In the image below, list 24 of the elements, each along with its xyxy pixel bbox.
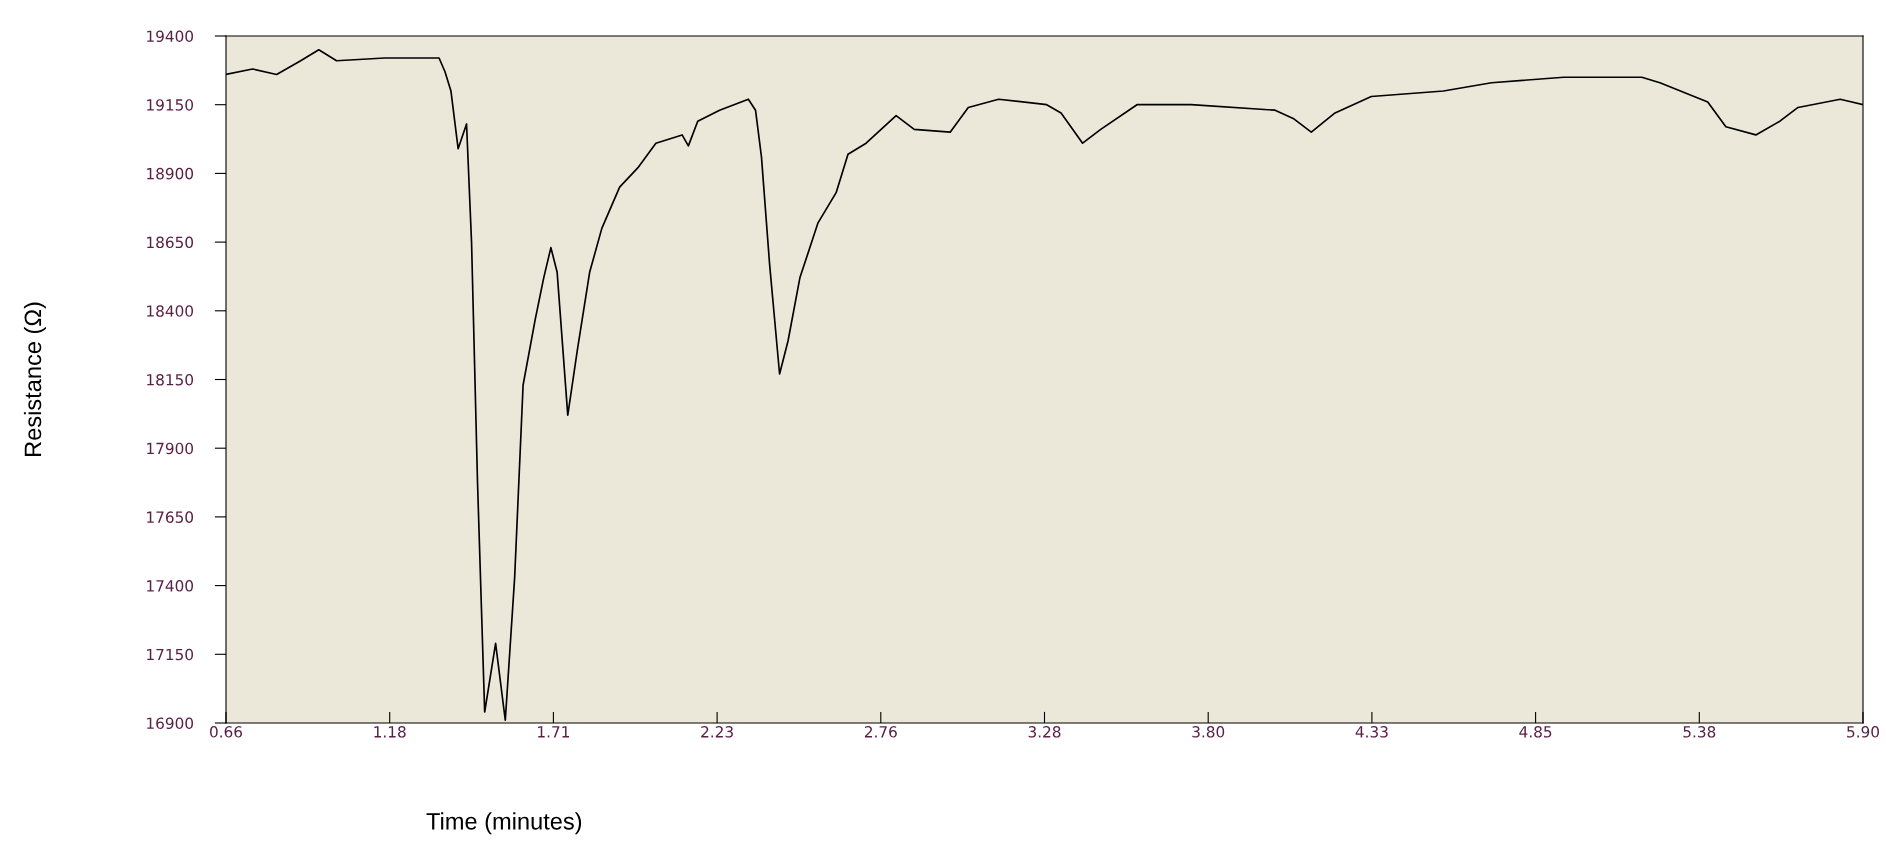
y-tick-label: 16900 (147, 717, 194, 730)
x-tick-label: 0.66 (210, 726, 243, 738)
y-tick-label: 19400 (147, 30, 194, 43)
y-tick-label: 17650 (147, 511, 194, 523)
x-tick-label: 3.80 (1192, 726, 1225, 738)
y-tick-label: 19150 (147, 99, 194, 111)
x-tick-label: 2.23 (701, 726, 733, 738)
y-tick-label: 18650 (147, 236, 194, 249)
x-tick-label: 2.76 (864, 726, 897, 738)
x-tick-label: 5.90 (1847, 726, 1879, 738)
x-tick-label: 4.85 (1519, 726, 1552, 738)
y-tick-label: 18900 (147, 167, 194, 180)
y-axis-title: Resistance (Ω) (23, 302, 46, 456)
y-tick-label: 17900 (147, 442, 194, 455)
y-tick-label: 18400 (147, 305, 194, 317)
y-tick-label: 18150 (147, 373, 194, 386)
x-tick-label: 1.18 (374, 726, 406, 738)
x-axis-title: Time (minutes) (426, 812, 582, 835)
y-tick-label: 17150 (147, 648, 194, 661)
x-tick-label: 3.28 (1028, 726, 1061, 738)
x-tick-label: 4.33 (1355, 726, 1388, 738)
x-tick-label: 5.38 (1683, 726, 1716, 738)
x-tick-label: 1.71 (538, 726, 569, 738)
y-tick-label: 17400 (147, 580, 194, 592)
